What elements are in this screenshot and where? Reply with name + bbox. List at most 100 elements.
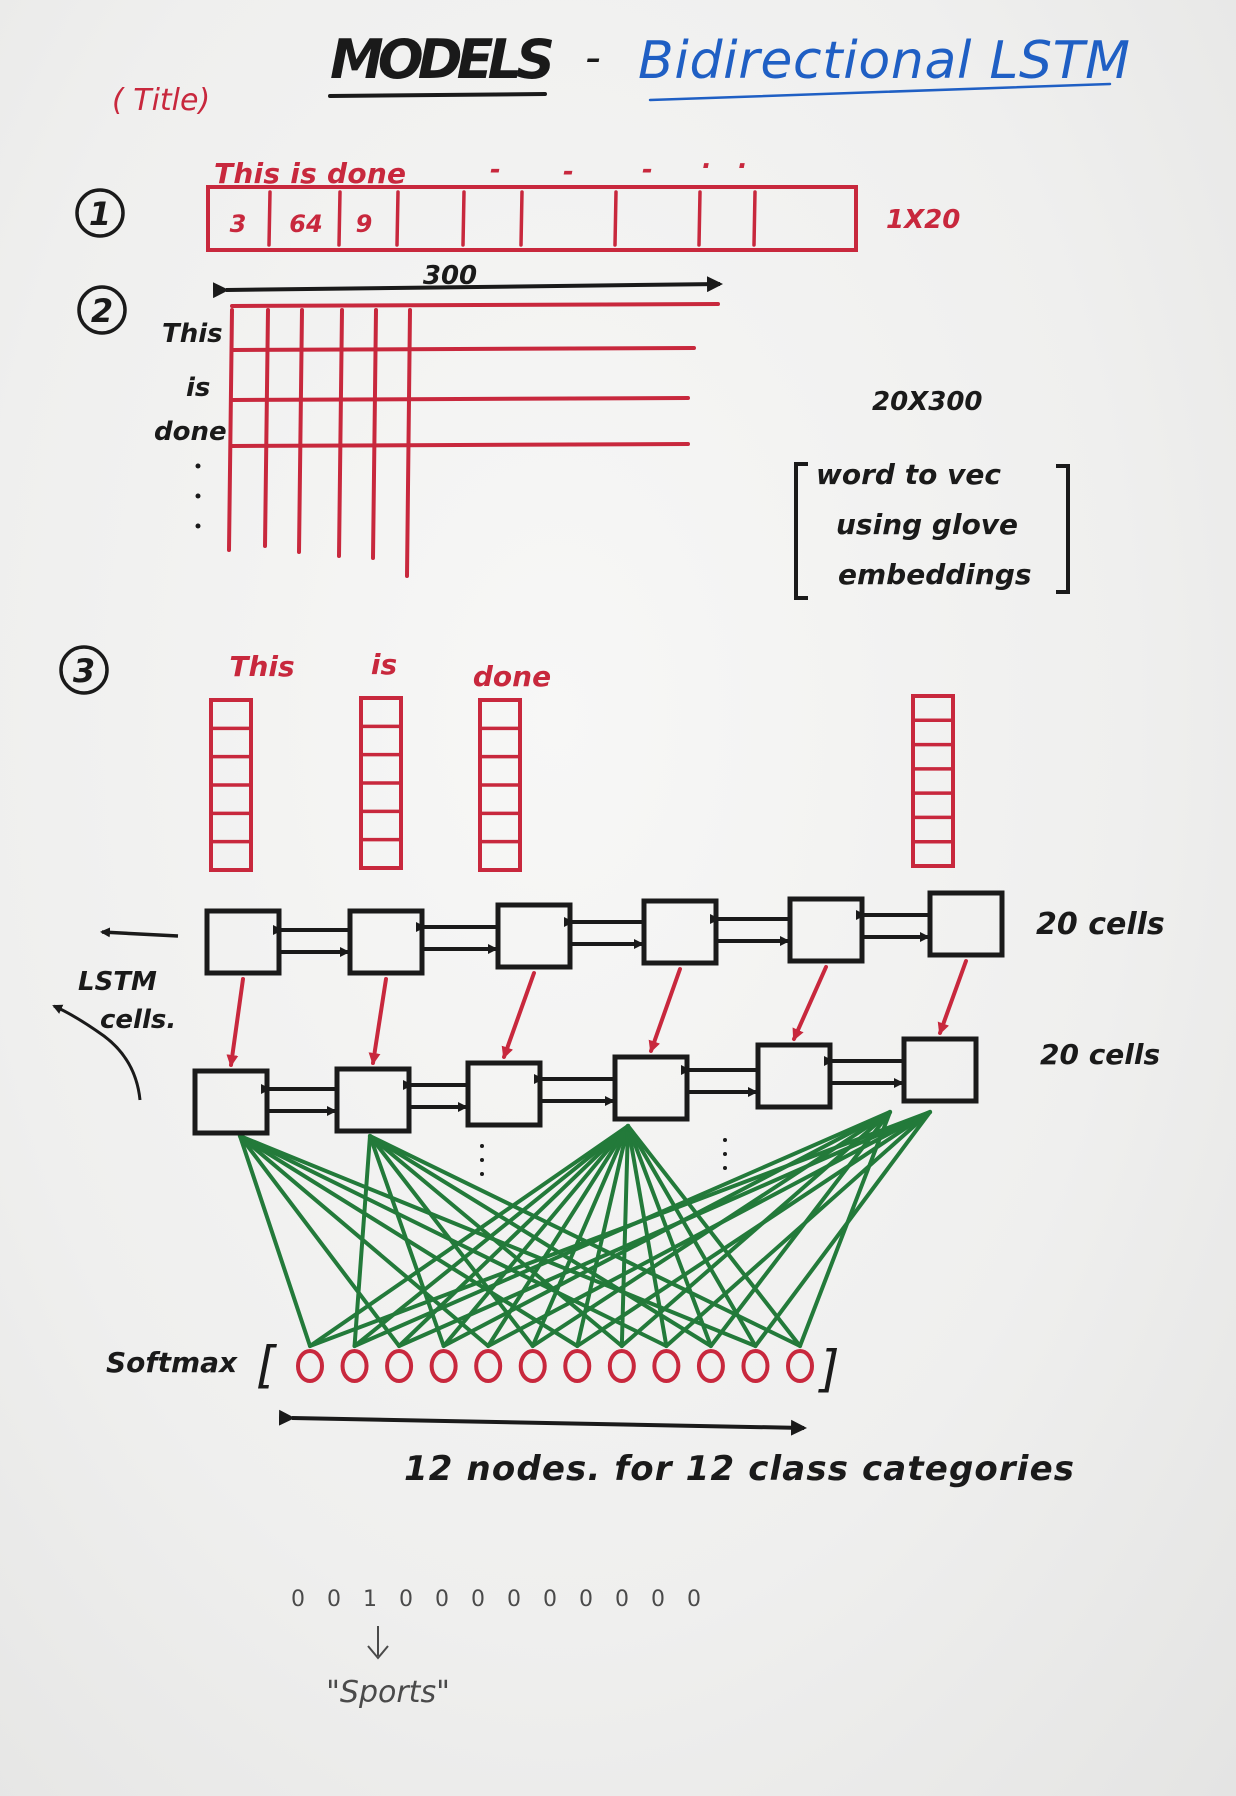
step1-cell-divider: [697, 190, 702, 247]
dense-connection: [397, 1110, 932, 1348]
step1-cell-divider: [752, 190, 757, 247]
step2-width-label: 300: [423, 261, 477, 291]
step3-word: done: [473, 660, 551, 693]
dense-connection: [368, 1134, 624, 1348]
step2-width-arrow: [212, 276, 723, 299]
softmax-node: [296, 1349, 324, 1383]
step1-cell-divider: [613, 190, 618, 247]
lstm-top-label: 20 cells: [1036, 907, 1165, 942]
dense-connection: [626, 1124, 802, 1348]
softmax-node: [786, 1349, 814, 1383]
lstm-cell: [641, 898, 719, 966]
lstm-cells-label: LSTM: [78, 967, 157, 997]
step1-vector-dividers: [267, 190, 757, 247]
matrix-column-line: [297, 308, 304, 554]
dense-connection: [664, 1110, 932, 1348]
ellipsis-dot: [723, 1152, 727, 1156]
word-embedding-vectors: [209, 694, 955, 872]
dense-connection: [753, 1110, 932, 1348]
lstm-connections: [226, 910, 968, 1116]
step2-row-label: This: [162, 319, 223, 349]
softmax-node: [385, 1349, 414, 1383]
step2-note-line: using glove: [836, 508, 1018, 541]
dense-connection: [530, 1124, 630, 1348]
lstm-cell: [927, 890, 1005, 958]
onehot-value: 0: [615, 1587, 629, 1612]
lstm-cell: [612, 1054, 690, 1122]
onehot-value: 1: [363, 1587, 377, 1612]
lstm-cell: [334, 1066, 412, 1134]
step1-cell-value: 9: [356, 210, 373, 238]
dense-connection: [575, 1110, 932, 1348]
softmax-node: [652, 1349, 681, 1383]
softmax-node: [741, 1349, 770, 1383]
title-main-underline: [328, 92, 547, 98]
dense-connection: [441, 1124, 630, 1348]
dense-connection: [352, 1124, 630, 1348]
softmax-node: [696, 1349, 725, 1383]
step3-word: is: [371, 648, 397, 681]
step2-group: 2 300 This is done 20X300 word to vec us…: [77, 261, 1070, 600]
softmax-width-arrow: [278, 1409, 807, 1436]
step1-vector-box: [206, 185, 858, 252]
onehot-value: 0: [507, 1587, 521, 1612]
step2-note-line: word to vec: [816, 458, 1001, 491]
step1-dot: .: [702, 145, 712, 175]
title-note: ( Title): [112, 83, 210, 118]
layer-arrow: [792, 965, 828, 1041]
step2-note-line: embeddings: [838, 558, 1032, 591]
step2-row-ellipsis: [195, 463, 201, 529]
matrix-row-line: [230, 442, 690, 448]
title-group: MODELS - Bidirectional LSTM ( Title): [112, 28, 1130, 118]
step2-number: 2: [91, 292, 113, 330]
dense-connection: [626, 1124, 713, 1348]
title-subtitle-underline: [648, 82, 1112, 102]
step3-group: 3 This is done 20 cells 20 cells LSTM ce…: [52, 645, 1165, 1710]
matrix-column-line: [371, 308, 378, 560]
onehot-value: 0: [399, 1587, 413, 1612]
matrix-row-line: [230, 346, 696, 352]
lstm-cell: [347, 908, 425, 976]
onehot-value: 0: [543, 1587, 557, 1612]
output-down-arrow: [367, 1626, 389, 1660]
lstm-bottom-row: [192, 1036, 979, 1136]
lstm-cells-label: cells.: [100, 1005, 176, 1035]
dense-connection: [308, 1124, 630, 1348]
step1-caption: This is done: [214, 157, 406, 190]
matrix-row-line: [230, 302, 720, 308]
step2-row-label: is: [186, 373, 210, 403]
onehot-value: 0: [327, 1587, 341, 1612]
lstm-cell: [204, 908, 282, 976]
step1-group: 1 This is done - - - . . 3 64 9 1X20: [75, 145, 960, 252]
softmax-node: [607, 1349, 636, 1383]
onehot-value: 0: [651, 1587, 665, 1612]
lstm-left-arrow: [100, 927, 179, 938]
step1-cell-divider: [337, 190, 342, 247]
dense-connections: [238, 1110, 932, 1348]
matrix-column-line: [263, 308, 270, 548]
dense-connection: [619, 1124, 630, 1348]
step2-number-circle: [77, 285, 127, 335]
softmax-node: [563, 1349, 592, 1383]
matrix-column-line: [405, 308, 412, 578]
step1-cell-divider: [519, 190, 524, 247]
lstm-cell: [787, 896, 865, 964]
step2-shape: 20X300: [872, 387, 983, 417]
softmax-nodes: [296, 1349, 814, 1383]
step2-note-bracket-left: [794, 462, 808, 600]
matrix-column-line: [337, 308, 344, 558]
lstm-cell: [755, 1042, 833, 1110]
softmax-bracket-close: ]: [818, 1340, 840, 1398]
step2-row-label: done: [154, 417, 227, 447]
step1-dot: -: [490, 155, 501, 185]
step2-note-bracket-right: [1056, 464, 1070, 594]
layer-arrow: [226, 977, 245, 1067]
onehot-value: 0: [687, 1587, 701, 1612]
softmax-label: Softmax: [106, 1346, 238, 1379]
ellipsis-dot: [723, 1166, 727, 1170]
step1-dot: -: [563, 157, 574, 187]
lstm-cell: [465, 1060, 543, 1128]
step1-cell-divider: [461, 190, 466, 247]
step1-shape: 1X20: [886, 205, 960, 235]
